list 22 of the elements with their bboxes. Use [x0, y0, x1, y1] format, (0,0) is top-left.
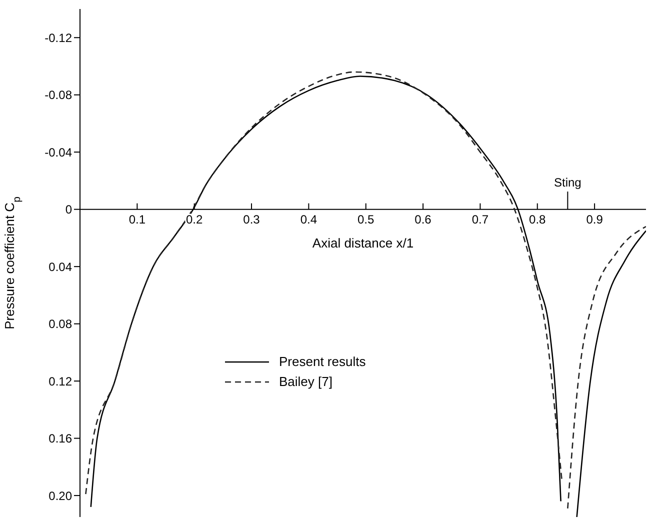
legend-label: Present results: [279, 353, 366, 371]
x-tick-label: 0.7: [472, 212, 489, 226]
y-tick-label: -0.12: [44, 30, 72, 45]
legend-label: Bailey [7]: [279, 373, 332, 391]
ref-line-label: Sting: [554, 176, 582, 190]
x-axis-title: Axial distance x/1: [312, 235, 414, 250]
x-tick-label: 0.1: [128, 212, 146, 226]
y-tick-label: 0.04: [48, 260, 72, 274]
y-tick-label: 0.08: [48, 317, 72, 332]
y-tick-label: 0: [65, 202, 72, 217]
y-tick-label: -0.04: [44, 145, 72, 160]
y-tick-label: -0.08: [44, 88, 72, 102]
y-tick-label: 0.16: [48, 432, 72, 446]
y-tick-label: 0.20: [48, 488, 72, 503]
x-tick-label: 0.6: [414, 212, 432, 226]
x-tick-label: 0.9: [586, 212, 604, 226]
x-tick-label: 0.4: [300, 212, 318, 226]
x-tick-label: 0.2: [186, 212, 204, 226]
y-tick-label: 0.12: [48, 374, 72, 388]
x-tick-label: 0.8: [529, 212, 546, 226]
x-tick-label: 0.3: [243, 212, 260, 226]
x-tick-label: 0.5: [358, 212, 375, 226]
